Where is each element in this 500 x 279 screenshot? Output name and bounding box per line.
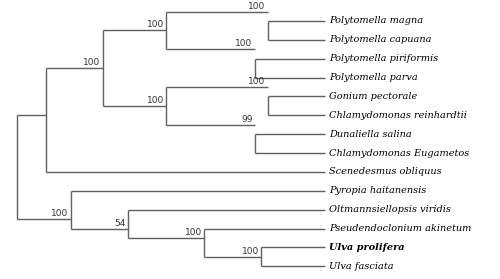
Text: Polytomella magna: Polytomella magna xyxy=(328,16,423,25)
Text: Oltmannsiellopsis viridis: Oltmannsiellopsis viridis xyxy=(328,205,450,214)
Text: 100: 100 xyxy=(242,247,259,256)
Text: Scenedesmus obliquus: Scenedesmus obliquus xyxy=(328,167,442,176)
Text: Gonium pectorale: Gonium pectorale xyxy=(328,92,417,101)
Text: 100: 100 xyxy=(248,2,266,11)
Text: 99: 99 xyxy=(241,115,252,124)
Text: 100: 100 xyxy=(52,209,68,218)
Text: 100: 100 xyxy=(248,77,266,86)
Text: 100: 100 xyxy=(83,58,100,67)
Text: Pseudendoclonium akinetum: Pseudendoclonium akinetum xyxy=(328,224,471,233)
Text: 54: 54 xyxy=(114,219,126,228)
Text: Chlamydomonas reinhardtii: Chlamydomonas reinhardtii xyxy=(328,111,466,120)
Text: Ulva fasciata: Ulva fasciata xyxy=(328,262,394,271)
Text: Pyropia haitanensis: Pyropia haitanensis xyxy=(328,186,426,195)
Text: Ulva prolifera: Ulva prolifera xyxy=(328,243,404,252)
Text: 100: 100 xyxy=(146,20,164,30)
Text: Polytomella piriformis: Polytomella piriformis xyxy=(328,54,438,63)
Text: 100: 100 xyxy=(236,39,252,48)
Text: 100: 100 xyxy=(146,96,164,105)
Text: 100: 100 xyxy=(184,228,202,237)
Text: Dunaliella salina: Dunaliella salina xyxy=(328,130,411,139)
Text: Polytomella capuana: Polytomella capuana xyxy=(328,35,431,44)
Text: Polytomella parva: Polytomella parva xyxy=(328,73,418,82)
Text: Chlamydomonas Eugametos: Chlamydomonas Eugametos xyxy=(328,148,469,158)
